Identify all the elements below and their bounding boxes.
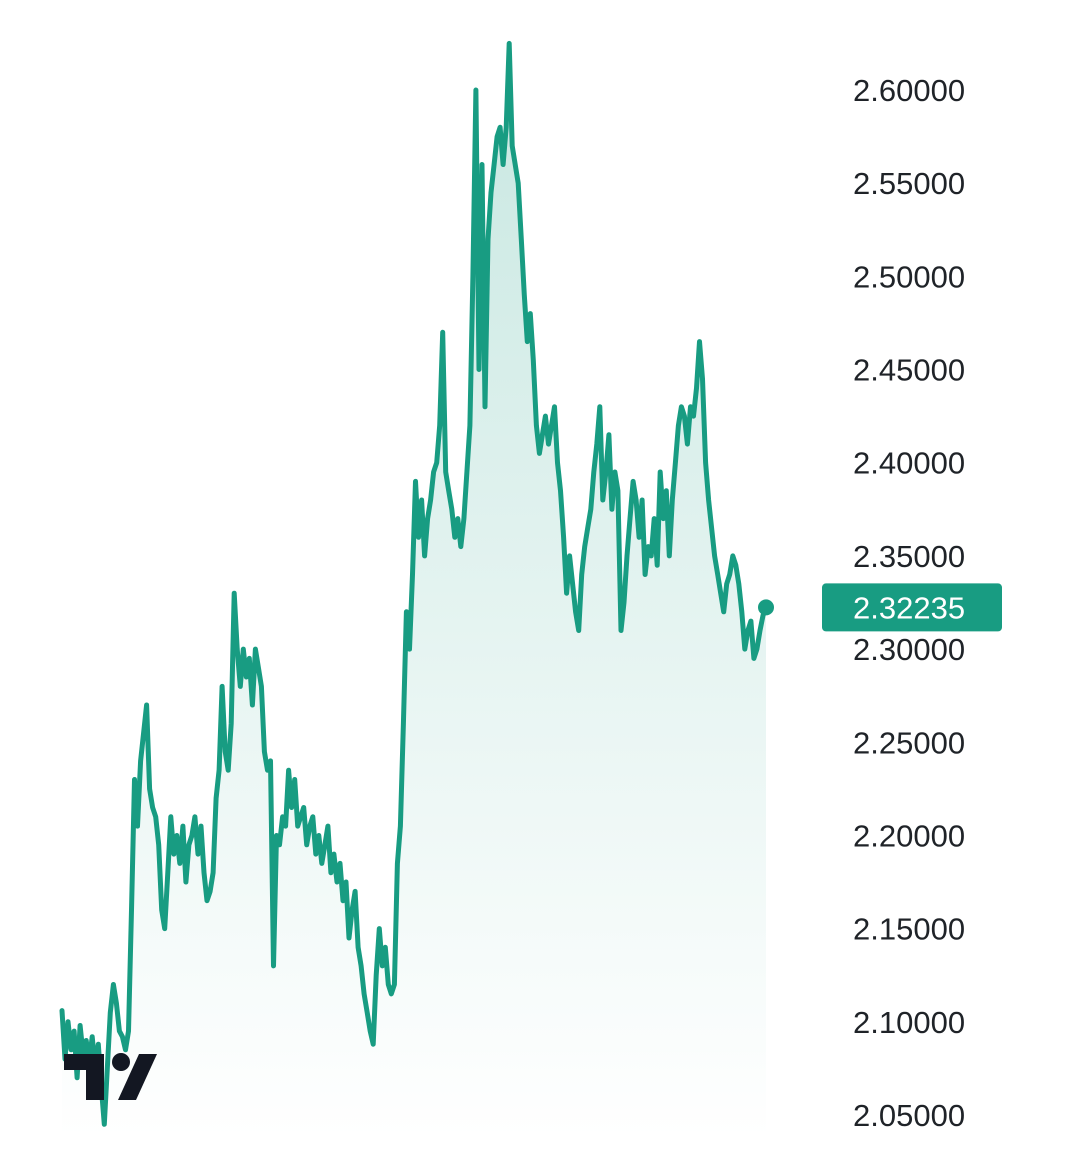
last-price-dot [758,599,774,616]
y-tick-label: 2.50000 [853,259,965,294]
y-tick-label: 2.15000 [853,912,965,947]
y-tick-label: 2.60000 [853,73,965,108]
y-tick-label: 2.45000 [853,353,965,388]
y-tick-label: 2.35000 [853,539,965,574]
y-tick-label: 2.55000 [853,166,965,201]
y-tick-label: 2.20000 [853,819,965,854]
last-price-label: 2.32235 [853,590,965,625]
price-line [59,40,769,1127]
y-tick-label: 2.40000 [853,446,965,481]
tradingview-logo [64,1053,157,1100]
y-tick-label: 2.05000 [853,1098,965,1133]
y-tick-label: 2.10000 [853,1005,965,1040]
y-tick-label: 2.30000 [853,632,965,667]
last-price-badge [822,583,1002,632]
y-tick-label: 2.25000 [853,725,965,760]
